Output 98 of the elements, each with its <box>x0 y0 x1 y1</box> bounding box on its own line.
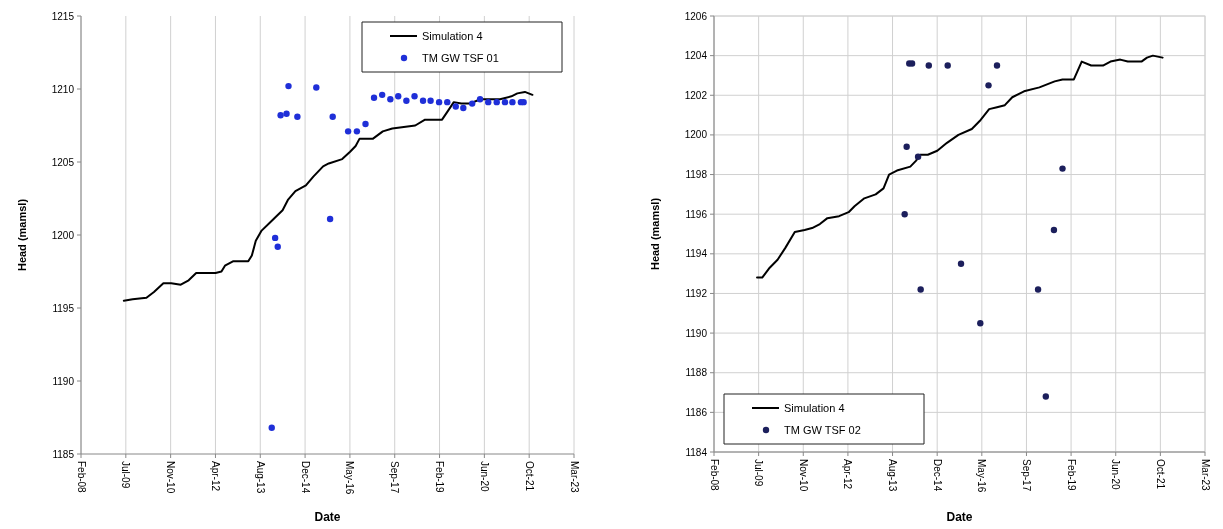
x-tick-label: Feb-08 <box>708 459 720 492</box>
y-tick-label: 1185 <box>52 448 75 460</box>
y-tick-label: 1206 <box>684 10 708 22</box>
x-tick-label: Feb-19 <box>434 461 446 494</box>
y-tick-label: 1205 <box>51 156 75 168</box>
point <box>977 319 984 327</box>
x-tick-label: Aug-13 <box>254 461 266 494</box>
point <box>411 93 418 100</box>
x-tick-label: May-16 <box>344 461 356 495</box>
point <box>476 96 484 103</box>
x-tick-label: Sep-17 <box>389 461 401 494</box>
y-tick-label: 1188 <box>685 367 708 379</box>
point <box>427 97 434 104</box>
point <box>1042 393 1050 400</box>
point <box>917 286 924 293</box>
x-tick-label: Mar-23 <box>1199 459 1211 492</box>
y-tick-label: 1204 <box>684 50 708 62</box>
point <box>1059 165 1066 172</box>
y-tick-label: 1192 <box>685 287 708 299</box>
point <box>283 110 290 118</box>
y-tick-label: 1195 <box>52 302 75 314</box>
x-tick-label: Jul-09 <box>753 459 765 487</box>
y-tick-label: 1202 <box>684 89 708 101</box>
point <box>509 98 516 106</box>
point <box>362 120 369 128</box>
legend-label: Simulation 4 <box>784 401 845 414</box>
point <box>370 94 378 101</box>
x-tick-label: Apr-12 <box>842 459 854 490</box>
point <box>378 91 386 99</box>
x-axis-title: Date <box>946 510 973 524</box>
y-tick-label: 1194 <box>685 248 708 260</box>
point <box>277 112 284 119</box>
point <box>395 93 402 100</box>
legend-label: TM GW TSF 02 <box>784 423 861 436</box>
point <box>460 104 467 112</box>
x-tick-label: Oct-21 <box>1154 459 1166 490</box>
point <box>387 96 394 103</box>
x-tick-label: Apr-12 <box>209 461 221 492</box>
point <box>344 128 352 135</box>
x-tick-label: Sep-17 <box>1020 459 1032 492</box>
x-tick-label: Dec-14 <box>931 459 943 492</box>
y-tick-label: 1200 <box>684 129 708 141</box>
point <box>294 113 301 120</box>
line-series <box>122 90 534 302</box>
x-tick-label: Aug-13 <box>887 459 899 492</box>
point <box>903 143 910 150</box>
y-tick-label: 1200 <box>51 229 75 241</box>
y-tick-label: 1210 <box>51 83 75 95</box>
point <box>452 103 459 110</box>
x-tick-label: Oct-21 <box>523 461 535 492</box>
point <box>313 84 320 91</box>
point <box>285 82 292 90</box>
point <box>493 98 500 106</box>
y-tick-label: 1198 <box>685 169 708 181</box>
point <box>326 215 334 223</box>
point <box>268 424 275 431</box>
x-tick-label: Feb-08 <box>75 461 87 494</box>
point <box>914 153 922 160</box>
point <box>419 97 427 104</box>
x-tick-label: Nov-10 <box>165 461 177 494</box>
point <box>993 62 1001 69</box>
point <box>435 98 443 106</box>
point <box>957 260 965 267</box>
y-tick-label: 1184 <box>685 446 708 458</box>
point <box>985 82 992 89</box>
x-tick-label: Jun-20 <box>1110 459 1122 491</box>
x-tick-label: Jul-09 <box>120 461 132 489</box>
point <box>925 62 932 69</box>
x-tick-label: Nov-10 <box>797 459 809 492</box>
x-tick-label: May-16 <box>976 459 988 493</box>
point <box>1050 226 1058 234</box>
y-tick-label: 1215 <box>51 10 75 22</box>
x-axis-title: Date <box>314 510 341 524</box>
point <box>468 100 476 107</box>
x-tick-label: Feb-19 <box>1065 459 1077 492</box>
x-tick-label: Jun-20 <box>478 461 490 493</box>
point <box>444 98 451 106</box>
point <box>274 243 281 250</box>
legend-label: TM GW TSF 01 <box>422 51 499 64</box>
point <box>485 98 492 106</box>
point <box>501 98 509 106</box>
point <box>403 97 410 104</box>
y-axis-title: Head (mamsl) <box>16 198 28 272</box>
point <box>271 234 279 242</box>
y-tick-label: 1196 <box>685 208 708 220</box>
legend-label: Simulation 4 <box>422 29 483 42</box>
x-tick-label: Mar-23 <box>568 461 580 494</box>
y-tick-label: 1186 <box>685 406 708 418</box>
y-axis-title: Head (mamsl) <box>649 197 661 271</box>
x-tick-label: Dec-14 <box>299 461 311 494</box>
point <box>1034 286 1042 293</box>
line-series <box>756 54 1164 279</box>
point <box>944 62 951 69</box>
y-tick-label: 1190 <box>685 327 708 339</box>
y-tick-label: 1190 <box>52 375 75 387</box>
point <box>353 128 361 135</box>
point <box>901 210 908 218</box>
point <box>329 113 336 120</box>
